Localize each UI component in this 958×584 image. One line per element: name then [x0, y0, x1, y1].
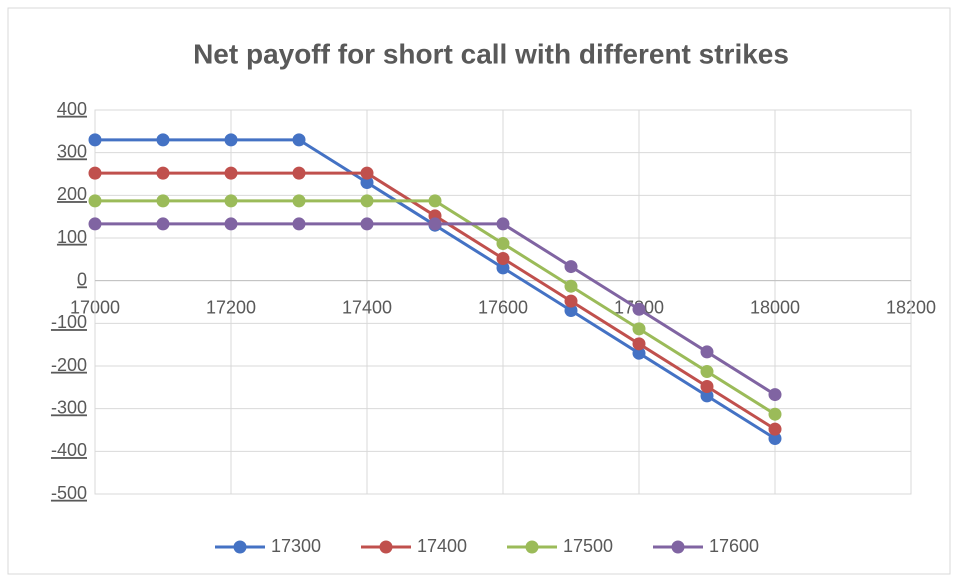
data-point — [292, 217, 306, 231]
data-point — [700, 379, 714, 393]
data-point — [768, 432, 782, 446]
legend-marker — [233, 540, 247, 554]
data-point — [632, 322, 646, 336]
data-point — [428, 194, 442, 208]
data-point — [360, 166, 374, 180]
data-point — [88, 133, 102, 147]
data-point — [496, 237, 510, 251]
data-point — [224, 194, 238, 208]
legend-label: 17400 — [417, 536, 467, 556]
y-tick-label: -400 — [51, 440, 87, 460]
data-point — [700, 345, 714, 359]
y-tick-label: -300 — [51, 397, 87, 417]
data-point — [360, 217, 374, 231]
y-tick-label: 100 — [57, 227, 87, 247]
data-point — [564, 294, 578, 308]
y-tick-label: -200 — [51, 355, 87, 375]
data-point — [632, 337, 646, 351]
data-point — [292, 133, 306, 147]
data-point — [564, 304, 578, 318]
data-point — [224, 133, 238, 147]
data-point — [156, 133, 170, 147]
legend-label: 17600 — [709, 536, 759, 556]
data-point — [564, 279, 578, 293]
legend-marker — [525, 540, 539, 554]
legend-label: 17500 — [563, 536, 613, 556]
y-tick-label: -100 — [51, 312, 87, 332]
data-point — [768, 422, 782, 436]
y-tick-label: 300 — [57, 141, 87, 161]
data-point — [428, 217, 442, 231]
data-point — [292, 194, 306, 208]
data-point — [88, 217, 102, 231]
data-point — [224, 166, 238, 180]
legend-label: 17300 — [271, 536, 321, 556]
data-point — [88, 166, 102, 180]
x-tick-label: 17600 — [478, 297, 528, 317]
data-point — [156, 194, 170, 208]
data-point — [88, 194, 102, 208]
x-tick-label: 17400 — [342, 297, 392, 317]
x-tick-label: 17200 — [206, 297, 256, 317]
chart-frame — [7, 7, 951, 575]
legend-marker — [671, 540, 685, 554]
data-point — [496, 217, 510, 231]
data-point — [496, 261, 510, 275]
data-point — [768, 388, 782, 402]
data-point — [496, 251, 510, 265]
data-point — [156, 217, 170, 231]
data-point — [632, 346, 646, 360]
legend-marker — [379, 540, 393, 554]
y-tick-label: 0 — [77, 269, 87, 289]
data-point — [360, 176, 374, 190]
data-point — [700, 389, 714, 403]
x-tick-label: 18000 — [750, 297, 800, 317]
y-tick-label: 400 — [57, 99, 87, 119]
plot-border — [94, 109, 912, 495]
y-tick-label: 200 — [57, 184, 87, 204]
y-tick-label: -500 — [51, 483, 87, 503]
data-point — [564, 260, 578, 274]
data-point — [292, 166, 306, 180]
data-point — [700, 365, 714, 379]
data-point — [360, 194, 374, 208]
chart-title: Net payoff for short call with different… — [193, 38, 789, 69]
data-point — [632, 302, 646, 316]
data-point — [156, 166, 170, 180]
data-point — [768, 407, 782, 421]
data-point — [224, 217, 238, 231]
